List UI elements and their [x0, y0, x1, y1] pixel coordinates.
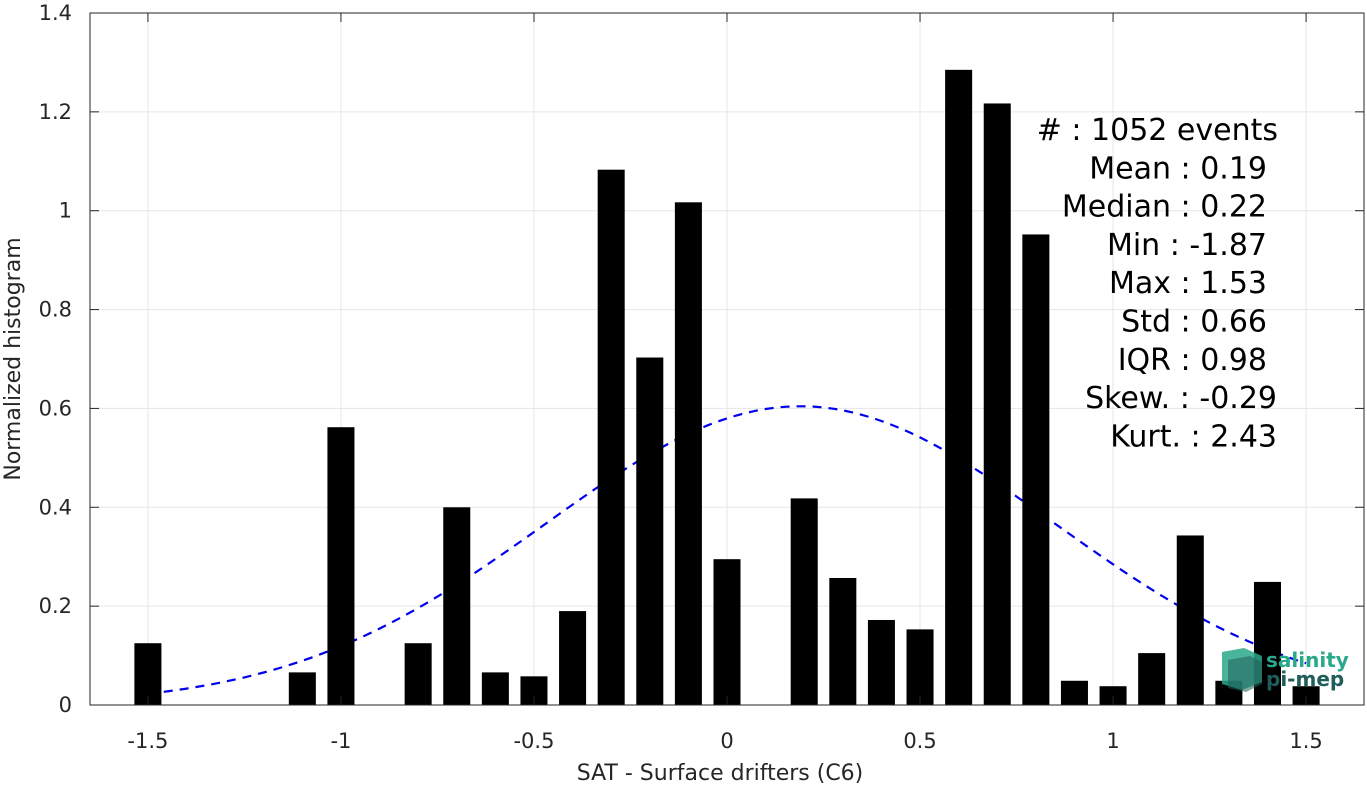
logo-mark-icon	[1222, 648, 1262, 692]
histogram-bar	[829, 577, 857, 705]
y-axis-label: Normalized histogram	[1, 237, 26, 480]
stat-line: Skew. : -0.29	[1085, 381, 1277, 416]
y-tick-label: 0.2	[39, 594, 72, 618]
y-tick-label: 0.6	[39, 396, 72, 420]
x-tick-labels: -1.5 -1 -0.5 0 0.5 1 1.5	[127, 729, 1322, 753]
stat-line: Max : 1.53	[1109, 266, 1267, 301]
y-tick-label: 0	[59, 693, 72, 717]
histogram-bar	[327, 427, 355, 705]
histogram-bar	[134, 643, 162, 705]
histogram-bar	[1099, 686, 1127, 705]
x-tick-label: 0	[720, 729, 733, 753]
x-axis-label: SAT - Surface drifters (C6)	[577, 761, 864, 785]
bars-group	[134, 69, 1320, 706]
grid	[90, 12, 1364, 706]
x-tick-label: 0.5	[903, 729, 936, 753]
histogram-bar	[559, 611, 587, 705]
stat-line: # : 1052 events	[1037, 113, 1278, 148]
x-tick-label: 1.5	[1289, 729, 1322, 753]
histogram-bar	[443, 507, 471, 705]
histogram-bar	[1060, 680, 1088, 705]
stat-line: IQR : 0.98	[1118, 343, 1267, 378]
histogram-bar	[597, 169, 625, 705]
histogram-bar	[288, 672, 316, 705]
histogram-bar	[1138, 653, 1166, 705]
histogram-bar	[636, 357, 664, 705]
histogram-bar	[1022, 234, 1050, 705]
x-tick-label: -1.5	[127, 729, 168, 753]
logo-line2: pi-mep	[1266, 667, 1344, 691]
y-tick-label: 1.4	[39, 1, 72, 25]
histogram-bar	[481, 672, 509, 705]
stat-line: Min : -1.87	[1107, 228, 1267, 263]
histogram-bar	[1292, 686, 1320, 705]
stat-line: Median : 0.22	[1062, 190, 1267, 225]
y-tick-label: 1	[59, 199, 72, 223]
histogram-bar	[1176, 535, 1204, 705]
histogram-bar	[404, 643, 432, 705]
x-tick-label: 1	[1106, 729, 1119, 753]
axes	[89, 12, 1365, 706]
salinity-pimep-logo: salinity pi-mep	[1222, 648, 1349, 692]
histogram-bar	[906, 629, 934, 705]
histogram-bar	[674, 202, 702, 705]
stat-line: Std : 0.66	[1121, 305, 1267, 340]
x-tick-label: -0.5	[513, 729, 554, 753]
y-tick-label: 1.2	[39, 100, 72, 124]
histogram-bar	[790, 498, 818, 705]
histogram-bar	[867, 619, 895, 705]
stat-line: Kurt. : 2.43	[1110, 419, 1277, 454]
histogram-bar	[945, 69, 973, 706]
histogram-bar	[713, 559, 741, 705]
y-tick-labels: 0 0.2 0.4 0.6 0.8 1 1.2 1.4	[39, 1, 72, 717]
histogram-bar	[983, 103, 1011, 705]
x-tick-label: -1	[330, 729, 351, 753]
stat-line: Mean : 0.19	[1089, 151, 1267, 186]
y-tick-label: 0.4	[39, 495, 72, 519]
logo-line1: salinity	[1266, 648, 1349, 672]
y-tick-label: 0.8	[39, 298, 72, 322]
